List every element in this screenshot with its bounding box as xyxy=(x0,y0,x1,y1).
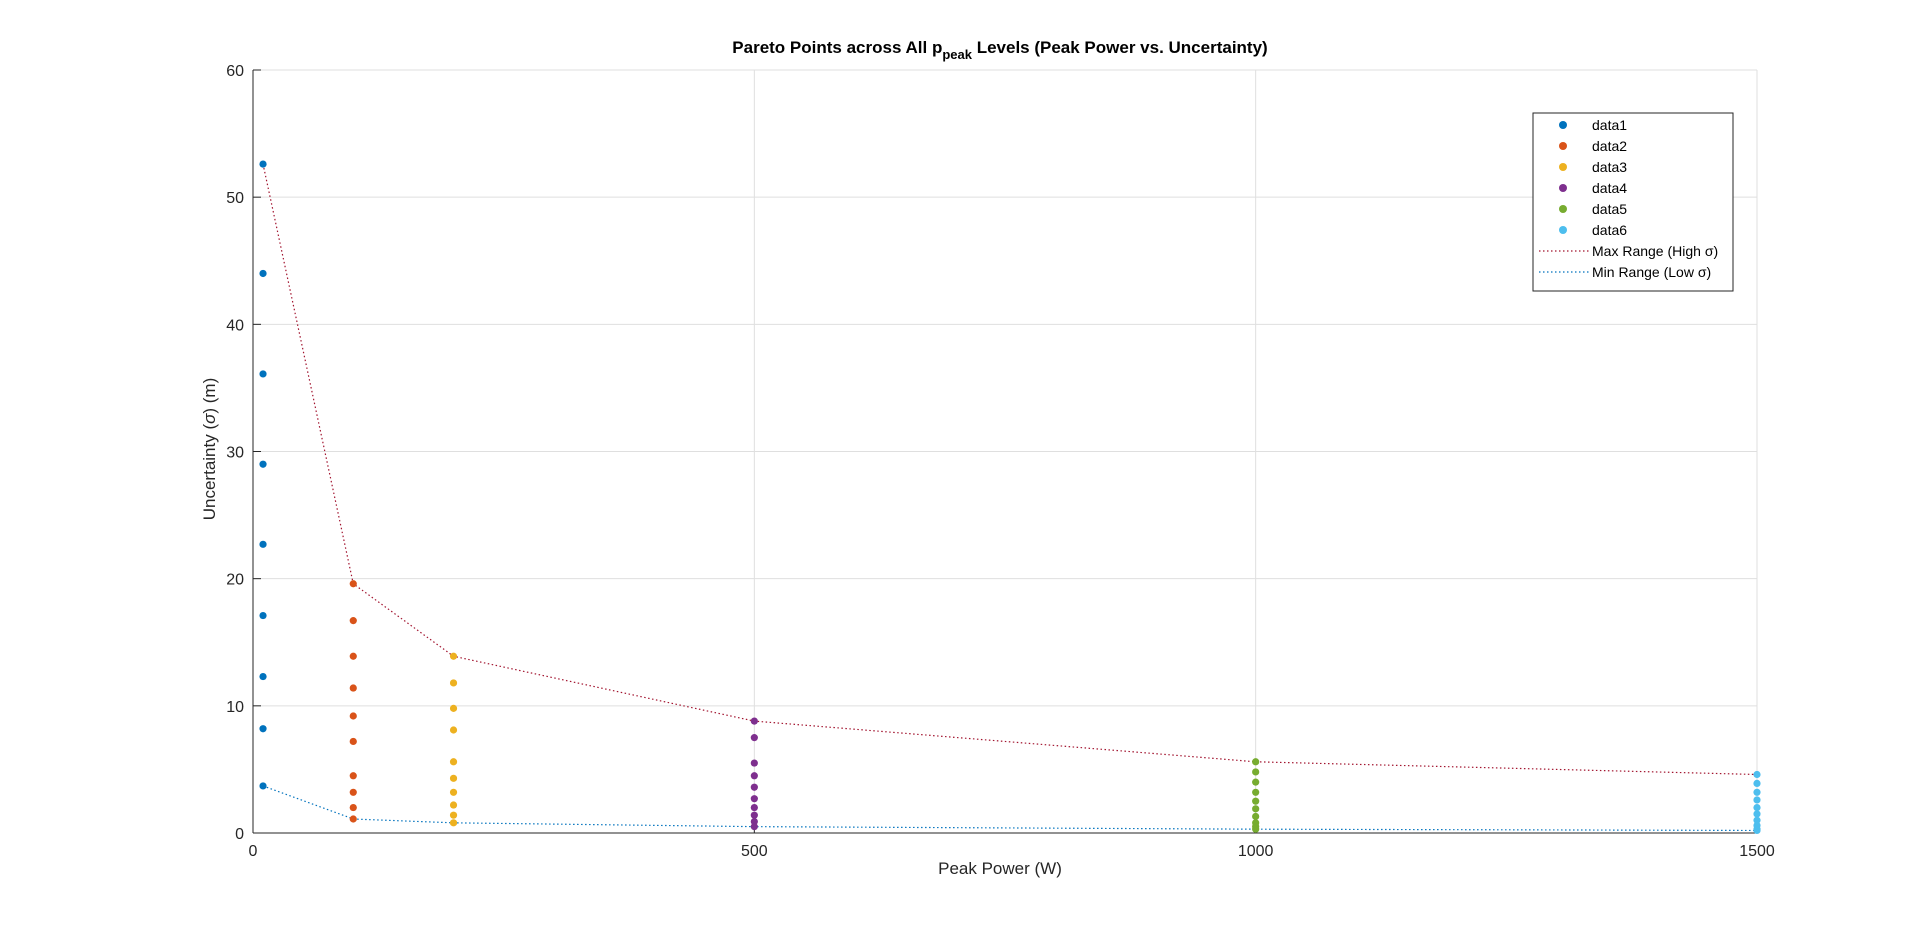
y-axis-label-sigma: σ xyxy=(200,413,219,424)
data-point-data2 xyxy=(349,617,357,625)
data-point-data6 xyxy=(1753,826,1761,835)
data-point-data2 xyxy=(349,788,357,796)
legend-label: data1 xyxy=(1592,117,1627,133)
data-point-data6 xyxy=(1753,796,1761,804)
data-point-data4 xyxy=(750,759,758,767)
legend-label: data3 xyxy=(1592,159,1627,175)
data-point-data3 xyxy=(449,774,458,782)
chart-title-prefix: Pareto Points across All p xyxy=(732,38,942,57)
data-point-data1 xyxy=(259,460,267,468)
data-point-data3 xyxy=(449,679,458,687)
x-tick-label: 500 xyxy=(741,843,768,860)
data-point-data6 xyxy=(1753,803,1761,812)
grid xyxy=(252,69,1758,834)
data-point-data2 xyxy=(349,580,357,588)
data-point-data5 xyxy=(1252,812,1260,821)
y-axis-label-prefix: Uncertainty ( xyxy=(200,424,219,521)
legend-label: data6 xyxy=(1592,222,1627,238)
legend-marker xyxy=(1559,163,1567,171)
data-point-data4 xyxy=(750,817,758,826)
data-point-data1 xyxy=(259,160,267,168)
data-point-data4 xyxy=(750,803,758,812)
legend-marker xyxy=(1559,184,1567,192)
data-point-data3 xyxy=(449,788,458,796)
legend-label: data5 xyxy=(1592,201,1627,217)
data-point-data4 xyxy=(750,795,758,803)
data-point-data2 xyxy=(349,815,357,823)
x-tick-label: 1000 xyxy=(1238,843,1274,860)
y-tick-label: 30 xyxy=(226,445,244,462)
y-tick-label: 40 xyxy=(226,317,244,334)
legend-label: data4 xyxy=(1592,180,1627,196)
data-point-data4 xyxy=(750,772,758,780)
chart-title-subscript: peak xyxy=(942,47,972,62)
chart-title-suffix: Levels (Peak Power vs. Uncertainty) xyxy=(972,38,1268,57)
y-tick-label: 60 xyxy=(226,63,244,80)
chart-title: Pareto Points across All ppeak Levels (P… xyxy=(732,38,1267,62)
data-point-data1 xyxy=(259,611,267,620)
data-point-data4 xyxy=(750,734,758,742)
legend: data1 data2 data3 data4 data5 data6 Max Range … xyxy=(1532,112,1734,292)
tick-labels: 0 500 1000 1500 0 10 20 30 40 50 60 xyxy=(226,63,1775,860)
data-point-data5 xyxy=(1252,805,1260,813)
data-point-data2 xyxy=(349,712,357,720)
data-point-data2 xyxy=(349,803,357,812)
range-lines xyxy=(262,163,1758,832)
data-point-data6 xyxy=(1753,770,1761,779)
data-point-data2 xyxy=(349,772,357,780)
legend-marker xyxy=(1559,226,1567,234)
legend-label: Max Range (High σ) xyxy=(1592,243,1718,259)
legend-label: data2 xyxy=(1592,138,1627,154)
data-point-data3 xyxy=(449,819,458,827)
data-point-data2 xyxy=(349,737,357,746)
data-point-data6 xyxy=(1753,779,1761,788)
data-point-data3 xyxy=(449,704,458,712)
data-point-data3 xyxy=(449,801,458,809)
series-line-7 xyxy=(262,785,1758,832)
data-point-data5 xyxy=(1252,788,1260,796)
legend-label: Min Range (Low σ) xyxy=(1592,264,1711,280)
x-tick-label: 1500 xyxy=(1739,843,1775,860)
data-point-data5 xyxy=(1252,778,1260,786)
y-axis-label: Uncertainty (σ) (m) xyxy=(200,378,219,521)
data-point-data5 xyxy=(1252,797,1260,805)
data-point-data4 xyxy=(750,811,758,819)
y-tick-label: 20 xyxy=(226,572,244,589)
legend-marker xyxy=(1559,121,1567,129)
data-point-data6 xyxy=(1753,816,1761,824)
data-point-data1 xyxy=(259,269,267,278)
data-point-data4 xyxy=(750,823,758,831)
data-point-data3 xyxy=(449,758,458,766)
data-point-data2 xyxy=(349,652,357,660)
x-axis-label: Peak Power (W) xyxy=(938,859,1062,878)
data-point-data5 xyxy=(1252,825,1260,833)
legend-marker xyxy=(1559,205,1567,213)
data-point-data6 xyxy=(1753,788,1761,796)
data-point-data1 xyxy=(259,672,267,681)
legend-marker xyxy=(1559,142,1567,150)
data-point-data4 xyxy=(750,783,758,791)
data-point-data2 xyxy=(349,684,357,692)
x-tick-label: 0 xyxy=(249,843,258,860)
y-tick-label: 10 xyxy=(226,699,244,716)
data-point-data6 xyxy=(1753,810,1761,818)
y-axis-label-suffix: ) (m) xyxy=(200,378,219,414)
data-point-data3 xyxy=(449,652,458,660)
y-tick-label: 50 xyxy=(226,190,244,207)
data-point-data4 xyxy=(750,717,758,725)
legend-box xyxy=(1532,112,1734,292)
data-point-data1 xyxy=(259,540,267,548)
y-tick-label: 0 xyxy=(235,826,244,843)
data-point-data3 xyxy=(449,726,458,734)
data-points xyxy=(259,160,1761,835)
data-point-data5 xyxy=(1252,758,1260,766)
data-point-data5 xyxy=(1252,768,1260,776)
data-point-data1 xyxy=(259,782,267,790)
data-point-data1 xyxy=(259,370,267,378)
data-point-data1 xyxy=(259,725,267,733)
data-point-data3 xyxy=(449,811,458,819)
